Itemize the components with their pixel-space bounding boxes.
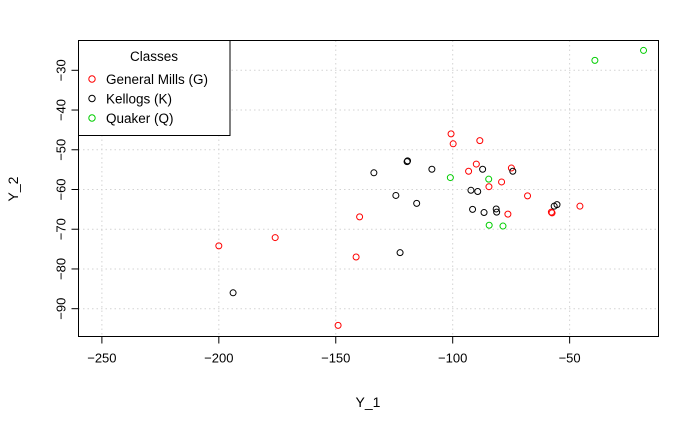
data-points [215,46,648,329]
data-point [485,183,493,191]
y-tick-label: −80 [54,258,69,280]
data-point [467,186,475,194]
data-point [507,164,515,172]
legend-label: Kellogs (K) [106,92,172,107]
y-tick-label: −90 [54,298,69,320]
data-point [493,208,501,216]
data-point [476,137,484,145]
data-point [469,205,477,213]
data-point [413,199,421,207]
legend-label: Quaker (Q) [106,111,174,126]
data-point [480,209,488,217]
legend-title: Classes [130,49,178,64]
plot-frame [78,40,659,337]
x-axis-title: Y_1 [356,394,381,410]
data-point [446,174,454,182]
data-point [465,167,473,175]
data-point [524,192,532,200]
data-point [553,201,561,209]
data-point [474,187,482,195]
data-point [576,202,584,210]
x-tick-label: −200 [204,351,233,366]
y-tick-label: −30 [54,59,69,81]
data-point [479,165,487,173]
y-tick-label: −40 [54,99,69,121]
legend-entries: General Mills (G) Kellogs (K) Quaker (Q) [88,72,208,126]
data-point [485,175,493,183]
data-point [509,167,517,175]
data-point [352,253,360,261]
data-point [492,205,500,213]
data-point [370,169,378,177]
y-axis-title: Y_2 [5,176,21,201]
x-tick-label: −250 [87,351,116,366]
data-point [547,208,555,216]
data-point [472,160,480,168]
x-tick-label: −50 [559,351,581,366]
x-tick-label: −100 [438,351,467,366]
data-point [449,140,457,148]
data-point [271,234,279,242]
x-axis: −250 −200 −150 −100 −50 [87,336,581,366]
data-point [640,46,648,54]
data-point [499,222,507,230]
legend: Classes General Mills (G) Kellogs (K) Quak… [78,40,231,136]
legend-marker [88,94,96,103]
y-tick-label: −60 [54,178,69,200]
y-axis: −90 −80 −70 −60 −50 −40 −30 [54,59,79,320]
y-tick-label: −50 [54,139,69,161]
legend-label: General Mills (G) [106,72,208,87]
legend-marker [88,114,96,122]
data-point [334,321,342,329]
data-point [229,289,237,297]
legend-box [78,40,231,136]
data-point [504,210,512,218]
y-tick-label: −70 [54,218,69,240]
data-point [591,56,599,64]
data-point [428,165,436,173]
data-point [396,249,404,257]
data-point [498,178,506,186]
data-point [392,191,400,199]
data-point [215,242,223,250]
data-point [548,209,556,217]
data-point [485,221,493,229]
data-point [447,130,455,138]
data-point [404,157,412,165]
x-tick-label: −150 [321,351,350,366]
data-point [356,213,364,221]
legend-marker [88,75,96,83]
